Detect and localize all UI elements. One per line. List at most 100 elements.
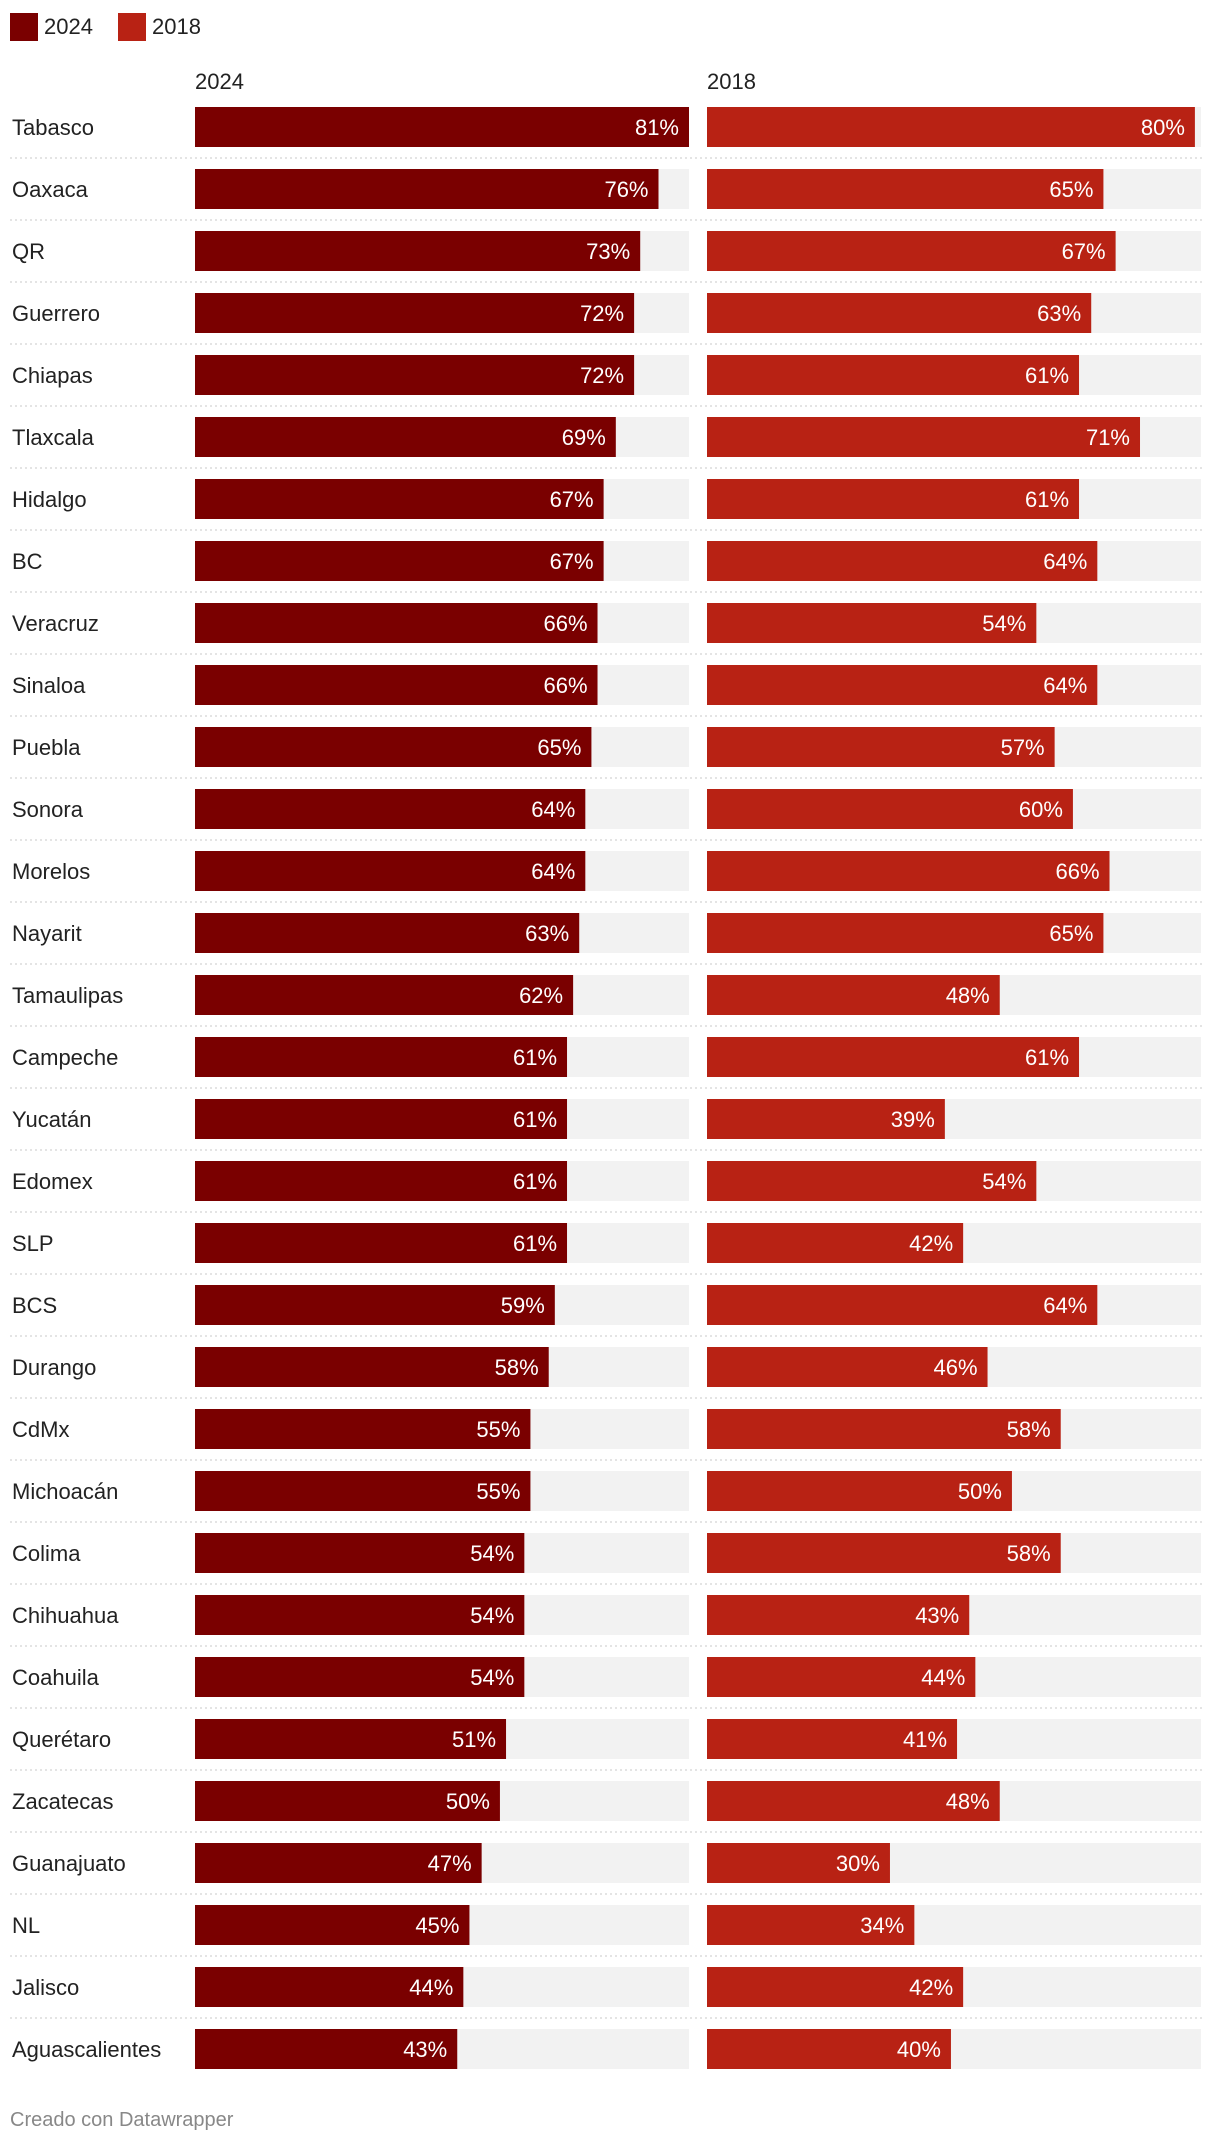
value-label-2024: 59%: [501, 1293, 545, 1318]
row-label: CdMx: [12, 1417, 69, 1442]
bar-2024: [195, 913, 580, 953]
value-label-2018: 41%: [903, 1727, 947, 1752]
bar-2024: [195, 1595, 525, 1635]
value-label-2018: 48%: [946, 983, 990, 1008]
legend-swatch-2024: [10, 13, 38, 41]
bar-2024: [195, 1037, 568, 1077]
bar-2018: [707, 1657, 976, 1697]
value-label-2024: 66%: [543, 611, 587, 636]
row-label: Sinaloa: [12, 673, 86, 698]
bar-2024: [195, 417, 616, 457]
legend-label-2018: 2018: [152, 14, 201, 39]
value-label-2024: 64%: [531, 859, 575, 884]
bar-2024: [195, 1161, 568, 1201]
bar-2018: [707, 1595, 970, 1635]
row-label: Yucatán: [12, 1107, 92, 1132]
row-label: Veracruz: [12, 611, 99, 636]
value-label-2024: 73%: [586, 239, 630, 264]
bar-2018: [707, 1347, 988, 1387]
value-label-2024: 81%: [635, 115, 679, 140]
bar-2018: [707, 665, 1098, 705]
value-label-2024: 72%: [580, 363, 624, 388]
value-label-2018: 65%: [1049, 177, 1093, 202]
row-label: Campeche: [12, 1045, 118, 1070]
value-label-2024: 54%: [470, 1665, 514, 1690]
row-label: Durango: [12, 1355, 96, 1380]
bar-2018: [707, 727, 1055, 767]
bar-2024: [195, 107, 689, 147]
row-label: NL: [12, 1913, 40, 1938]
bar-2018: [707, 1471, 1012, 1511]
bar-2018: [707, 107, 1195, 147]
bar-2018: [707, 231, 1116, 271]
bar-2018: [707, 1223, 964, 1263]
value-label-2024: 55%: [476, 1417, 520, 1442]
bar-2018: [707, 1905, 915, 1945]
value-label-2024: 54%: [470, 1541, 514, 1566]
bar-2024: [195, 1347, 549, 1387]
bar-2024: [195, 2029, 458, 2069]
bar-2024: [195, 603, 598, 643]
bar-2018: [707, 1409, 1061, 1449]
row-label: Coahuila: [12, 1665, 100, 1690]
value-label-2024: 51%: [452, 1727, 496, 1752]
value-label-2024: 65%: [537, 735, 581, 760]
bar-2024: [195, 851, 586, 891]
row-label: Zacatecas: [12, 1789, 114, 1814]
bar-2018: [707, 541, 1098, 581]
column-header-2024: 2024: [195, 69, 244, 94]
value-label-2018: 42%: [909, 1975, 953, 2000]
bar-2024: [195, 789, 586, 829]
bar-2024: [195, 665, 598, 705]
row-label: Aguascalientes: [12, 2037, 161, 2062]
row-label: Puebla: [12, 735, 81, 760]
value-label-2024: 44%: [409, 1975, 453, 2000]
value-label-2024: 69%: [562, 425, 606, 450]
row-label: Michoacán: [12, 1479, 118, 1504]
row-label: BC: [12, 549, 43, 574]
bar-2024: [195, 1657, 525, 1697]
value-label-2024: 64%: [531, 797, 575, 822]
value-label-2018: 63%: [1037, 301, 1081, 326]
value-label-2024: 43%: [403, 2037, 447, 2062]
bar-2018: [707, 293, 1092, 333]
row-label: Tamaulipas: [12, 983, 123, 1008]
value-label-2018: 65%: [1049, 921, 1093, 946]
bar-2024: [195, 1223, 568, 1263]
value-label-2018: 43%: [915, 1603, 959, 1628]
row-label: Oaxaca: [12, 177, 89, 202]
value-label-2024: 54%: [470, 1603, 514, 1628]
row-label: Colima: [12, 1541, 81, 1566]
bar-2024: [195, 727, 592, 767]
bar-2024: [195, 293, 635, 333]
bar-2024: [195, 1099, 568, 1139]
value-label-2018: 64%: [1043, 673, 1087, 698]
bar-2018: [707, 1781, 1000, 1821]
value-label-2018: 61%: [1025, 363, 1069, 388]
bar-2018: [707, 2029, 951, 2069]
value-label-2024: 58%: [495, 1355, 539, 1380]
bar-2018: [707, 355, 1080, 395]
row-label: Edomex: [12, 1169, 93, 1194]
bar-2018: [707, 1099, 945, 1139]
value-label-2024: 76%: [604, 177, 648, 202]
bar-2024: [195, 1781, 500, 1821]
value-label-2018: 60%: [1019, 797, 1063, 822]
bar-2024: [195, 1409, 531, 1449]
bar-2018: [707, 975, 1000, 1015]
row-label: Querétaro: [12, 1727, 111, 1752]
value-label-2018: 61%: [1025, 1045, 1069, 1070]
value-label-2024: 67%: [550, 549, 594, 574]
bar-2024: [195, 169, 659, 209]
bar-2018: [707, 1037, 1080, 1077]
legend-label-2024: 2024: [44, 14, 93, 39]
value-label-2018: 54%: [982, 1169, 1026, 1194]
column-header-2018: 2018: [707, 69, 756, 94]
value-label-2018: 44%: [921, 1665, 965, 1690]
bar-2018: [707, 1533, 1061, 1573]
value-label-2018: 34%: [860, 1913, 904, 1938]
bar-2018: [707, 417, 1141, 457]
row-label: Jalisco: [12, 1975, 79, 2000]
value-label-2024: 61%: [513, 1169, 557, 1194]
